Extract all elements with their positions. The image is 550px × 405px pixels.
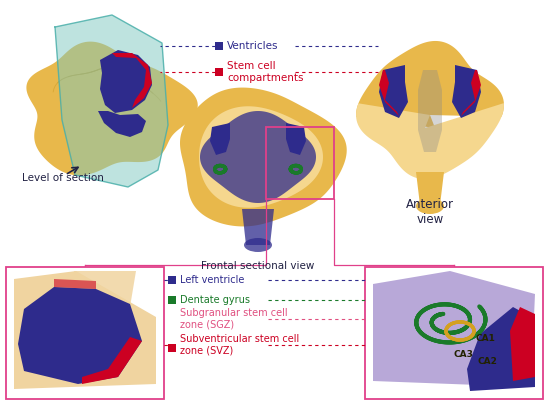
Text: Level of section: Level of section: [22, 173, 104, 183]
Polygon shape: [14, 271, 156, 389]
Bar: [215, 42, 223, 50]
Polygon shape: [467, 307, 535, 391]
Polygon shape: [74, 271, 136, 331]
Polygon shape: [200, 111, 316, 203]
Polygon shape: [379, 65, 408, 118]
Text: CA3: CA3: [453, 350, 473, 359]
Polygon shape: [510, 307, 535, 381]
Polygon shape: [242, 209, 274, 245]
Bar: [168, 296, 176, 304]
Text: Anterior
view: Anterior view: [406, 198, 454, 226]
Bar: [365, 267, 543, 399]
Text: Stem cell
compartments: Stem cell compartments: [227, 61, 304, 83]
Bar: [168, 276, 176, 284]
Polygon shape: [286, 123, 306, 155]
Polygon shape: [416, 172, 444, 205]
Polygon shape: [418, 70, 442, 152]
Polygon shape: [55, 15, 168, 187]
Text: Left ventricle: Left ventricle: [180, 275, 244, 285]
Polygon shape: [210, 123, 230, 155]
Text: Subventricular stem cell
zone (SVZ): Subventricular stem cell zone (SVZ): [180, 334, 299, 356]
Bar: [6, 267, 164, 399]
Polygon shape: [199, 106, 323, 208]
Ellipse shape: [416, 198, 444, 214]
Polygon shape: [373, 271, 535, 387]
Polygon shape: [356, 41, 504, 128]
Polygon shape: [98, 111, 146, 137]
Bar: [266, 127, 334, 199]
Polygon shape: [461, 70, 481, 116]
Bar: [215, 68, 223, 76]
Polygon shape: [26, 42, 198, 175]
Text: CA2: CA2: [477, 357, 497, 366]
Polygon shape: [100, 50, 152, 113]
Polygon shape: [379, 70, 399, 116]
Polygon shape: [452, 65, 481, 118]
Polygon shape: [18, 287, 142, 384]
Text: CA1: CA1: [475, 334, 495, 343]
Polygon shape: [112, 53, 152, 108]
Polygon shape: [82, 337, 142, 384]
Polygon shape: [356, 103, 504, 179]
Text: Dentate gyrus: Dentate gyrus: [180, 295, 250, 305]
Text: Subgranular stem cell
zone (SGZ): Subgranular stem cell zone (SGZ): [180, 308, 288, 330]
Ellipse shape: [244, 238, 272, 252]
Text: Ventricles: Ventricles: [227, 41, 278, 51]
Polygon shape: [180, 87, 346, 226]
Polygon shape: [54, 279, 96, 289]
Bar: [168, 344, 176, 352]
Text: Frontal sectional view: Frontal sectional view: [201, 261, 315, 271]
